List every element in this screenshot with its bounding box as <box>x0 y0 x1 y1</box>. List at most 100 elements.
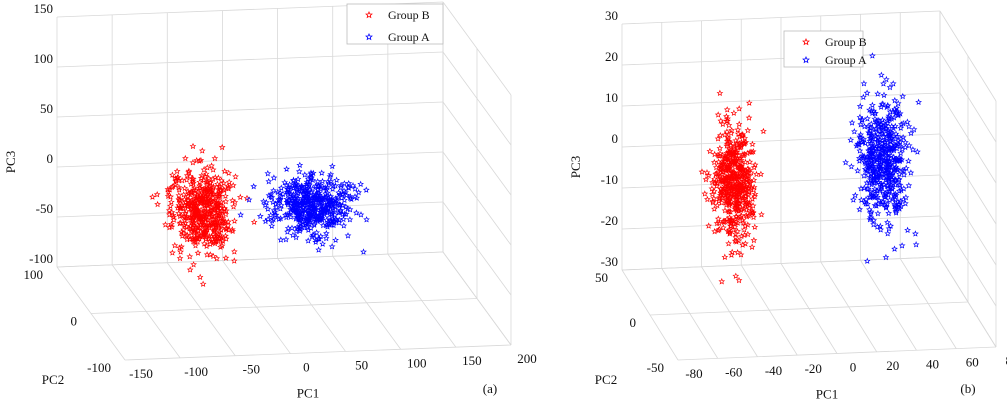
data-point <box>728 185 736 192</box>
data-point <box>709 190 716 198</box>
data-point <box>718 177 726 184</box>
data-point <box>890 124 897 132</box>
data-point <box>206 200 213 207</box>
data-point <box>323 186 330 193</box>
data-point <box>734 227 741 235</box>
data-point <box>184 231 191 239</box>
data-point <box>860 80 868 87</box>
data-point <box>735 120 743 128</box>
data-point <box>729 154 737 161</box>
data-point <box>324 189 331 196</box>
data-point <box>875 178 883 186</box>
data-point <box>208 219 216 227</box>
series-group-a <box>237 161 370 255</box>
data-point <box>218 143 226 151</box>
data-point <box>326 193 334 200</box>
data-point <box>740 187 747 194</box>
data-point <box>745 114 753 121</box>
data-point <box>878 170 886 177</box>
data-point <box>186 253 194 260</box>
data-point <box>340 222 348 229</box>
y-tick-label: 100 <box>24 267 44 282</box>
data-point <box>320 202 327 209</box>
data-point <box>181 184 189 192</box>
legend-box <box>346 3 444 45</box>
data-point <box>309 169 317 177</box>
panel-label: (a) <box>483 381 497 396</box>
data-point <box>888 176 895 183</box>
data-point <box>726 213 733 221</box>
data-point <box>728 126 735 134</box>
data-point <box>886 196 893 204</box>
data-point <box>868 132 875 139</box>
data-point <box>873 223 881 230</box>
data-point <box>268 222 276 229</box>
data-point <box>734 214 741 222</box>
data-point <box>899 145 906 153</box>
data-point <box>740 205 748 212</box>
data-point <box>850 196 857 203</box>
data-point <box>293 185 301 193</box>
data-point <box>199 196 207 204</box>
data-point <box>291 181 298 188</box>
data-point <box>897 197 904 205</box>
data-point <box>230 203 237 210</box>
data-point <box>730 143 738 150</box>
data-point <box>744 149 751 157</box>
data-point <box>316 217 324 224</box>
data-point <box>300 190 307 198</box>
data-point <box>713 182 720 189</box>
data-point <box>209 194 217 202</box>
data-point <box>209 166 217 173</box>
data-point <box>870 174 878 182</box>
data-point <box>183 235 191 243</box>
data-point <box>327 171 335 178</box>
data-point <box>877 185 885 192</box>
data-point <box>741 222 749 229</box>
data-point <box>864 153 871 160</box>
floor-gridline <box>677 346 997 361</box>
data-point <box>748 148 756 156</box>
data-point <box>703 169 711 176</box>
data-point <box>717 132 724 139</box>
data-point <box>269 198 277 206</box>
data-point <box>329 215 337 222</box>
data-point <box>889 156 896 164</box>
data-point <box>224 221 232 229</box>
data-point <box>293 208 300 215</box>
data-point <box>864 200 871 207</box>
data-point <box>231 248 238 255</box>
data-point <box>883 103 891 111</box>
data-point <box>197 199 204 207</box>
data-point <box>698 168 706 175</box>
z-tick-label: 30 <box>605 8 618 23</box>
back-wall-gridline <box>621 174 941 189</box>
data-point <box>314 178 322 185</box>
data-point <box>187 204 195 212</box>
data-point <box>895 175 903 183</box>
data-point <box>299 196 307 203</box>
data-point <box>206 178 214 186</box>
data-point <box>895 140 902 148</box>
data-point <box>734 126 742 133</box>
back-wall-gridline <box>621 215 941 230</box>
data-point <box>874 119 881 126</box>
data-point <box>749 140 756 148</box>
data-point <box>720 160 728 168</box>
data-point <box>336 201 343 209</box>
data-point <box>264 205 272 212</box>
data-point <box>167 202 174 209</box>
data-point <box>893 157 900 164</box>
data-point <box>304 213 312 221</box>
data-point <box>864 154 872 162</box>
data-point <box>734 184 742 191</box>
data-point <box>872 144 879 152</box>
data-point <box>884 126 892 134</box>
data-point <box>197 232 205 239</box>
data-point <box>725 148 732 156</box>
data-point <box>184 187 192 195</box>
data-point <box>270 174 278 181</box>
data-point <box>728 248 736 256</box>
data-point <box>715 197 723 204</box>
data-point <box>856 113 864 121</box>
